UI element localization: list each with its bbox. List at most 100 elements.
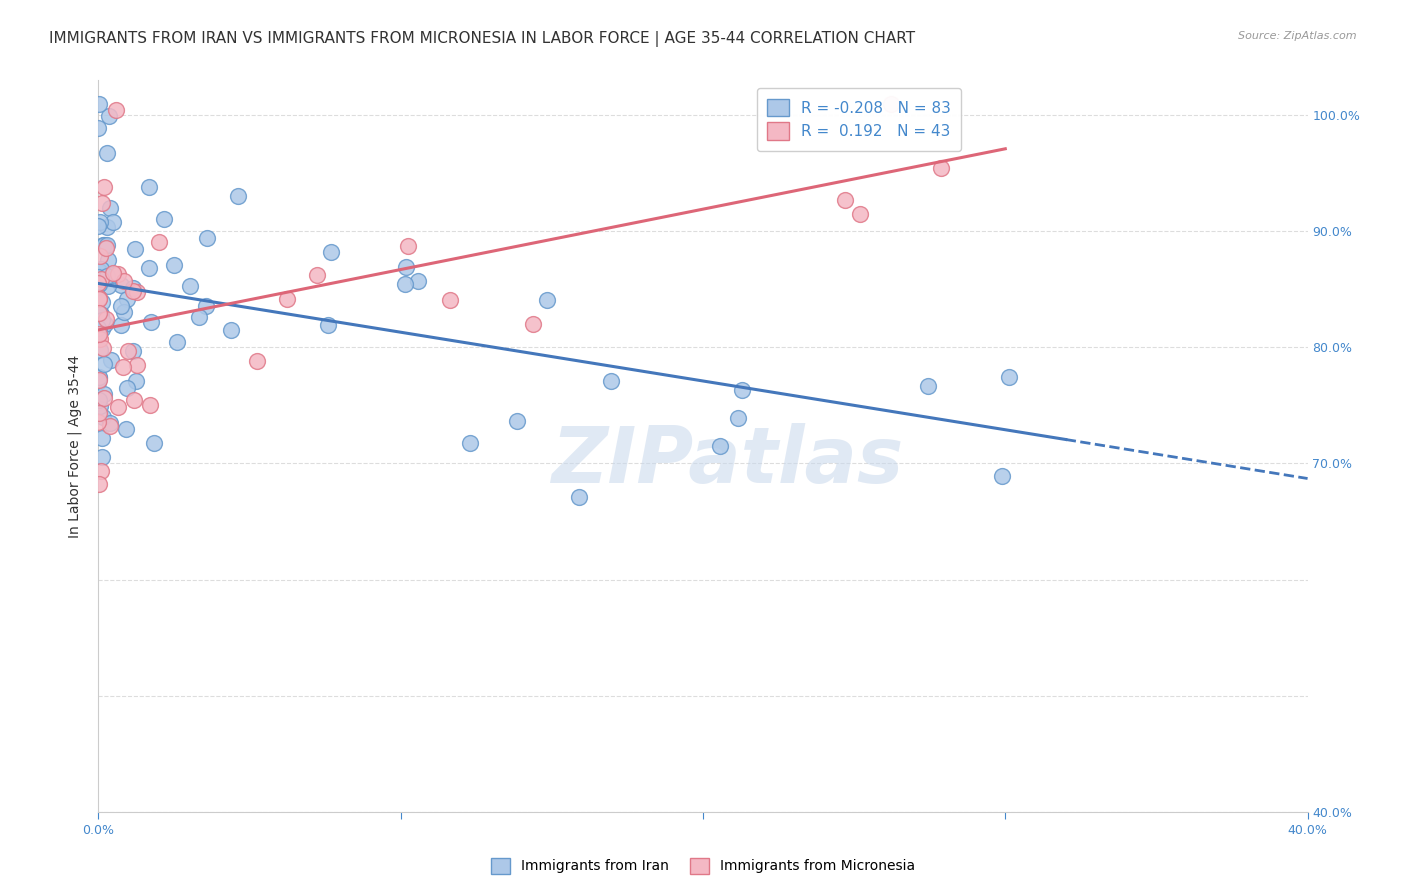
Point [110, 277, 132, 292]
Point [321, 244, 343, 259]
Point [568, 490, 591, 504]
Point [112, 359, 135, 374]
Point [87, 415, 110, 429]
Point [91, 195, 114, 210]
Point [91, 295, 114, 310]
Point [97, 278, 120, 293]
Point [87, 270, 110, 285]
Point [98, 418, 121, 433]
Point [89, 248, 111, 262]
Point [276, 292, 298, 306]
Point [125, 358, 148, 372]
Point [90, 464, 112, 478]
Point [406, 274, 429, 288]
Legend: Immigrants from Iran, Immigrants from Micronesia: Immigrants from Iran, Immigrants from Mi… [484, 851, 922, 880]
Point [117, 344, 139, 359]
Point [87, 219, 110, 234]
Point [125, 285, 148, 299]
Point [600, 374, 623, 388]
Point [96, 237, 118, 252]
Point [122, 284, 145, 298]
Point [536, 293, 558, 308]
Point [91, 238, 114, 252]
Point [97, 109, 120, 123]
Point [91, 312, 114, 326]
Point [94, 311, 117, 326]
Point [89, 324, 111, 338]
Legend: R = -0.208   N = 83, R =  0.192   N = 43: R = -0.208 N = 83, R = 0.192 N = 43 [756, 88, 962, 151]
Point [731, 384, 754, 398]
Point [318, 318, 340, 332]
Point [153, 212, 176, 227]
Point [396, 239, 419, 253]
Point [104, 103, 127, 117]
Point [142, 436, 165, 450]
Point [148, 235, 170, 249]
Y-axis label: In Labor Force | Age 35-44: In Labor Force | Age 35-44 [67, 354, 83, 538]
Point [87, 406, 110, 420]
Point [87, 393, 110, 408]
Point [458, 435, 481, 450]
Point [880, 96, 903, 111]
Point [122, 393, 145, 408]
Point [991, 469, 1014, 483]
Point [93, 179, 115, 194]
Point [93, 238, 115, 252]
Point [110, 299, 132, 313]
Point [219, 323, 242, 337]
Point [439, 293, 461, 307]
Point [91, 321, 114, 335]
Text: IMMIGRANTS FROM IRAN VS IMMIGRANTS FROM MICRONESIA IN LABOR FORCE | AGE 35-44 CO: IMMIGRANTS FROM IRAN VS IMMIGRANTS FROM … [49, 31, 915, 47]
Point [87, 96, 110, 111]
Point [90, 307, 112, 321]
Point [163, 258, 186, 272]
Point [395, 260, 418, 274]
Point [997, 370, 1019, 384]
Point [228, 189, 250, 203]
Point [505, 413, 527, 427]
Point [115, 422, 138, 436]
Point [89, 326, 111, 341]
Point [115, 381, 138, 395]
Point [97, 253, 120, 268]
Point [107, 267, 129, 281]
Point [112, 304, 135, 318]
Point [91, 431, 114, 445]
Point [139, 314, 162, 328]
Point [93, 342, 115, 356]
Point [96, 241, 118, 255]
Point [112, 274, 135, 288]
Point [87, 476, 110, 491]
Point [93, 317, 115, 331]
Point [522, 317, 544, 331]
Point [124, 242, 146, 256]
Point [89, 343, 111, 358]
Point [834, 193, 856, 207]
Point [87, 291, 110, 305]
Point [96, 268, 118, 283]
Point [96, 146, 118, 161]
Point [87, 375, 110, 389]
Point [93, 357, 115, 371]
Point [91, 409, 114, 424]
Point [87, 264, 110, 278]
Point [179, 279, 201, 293]
Point [87, 321, 110, 335]
Point [107, 401, 129, 415]
Point [188, 310, 211, 324]
Point [90, 272, 112, 286]
Point [138, 261, 160, 276]
Point [246, 354, 269, 368]
Point [195, 231, 218, 245]
Point [122, 343, 145, 358]
Point [100, 353, 122, 368]
Point [87, 121, 110, 136]
Point [117, 292, 139, 306]
Point [100, 416, 122, 430]
Point [103, 215, 125, 229]
Point [91, 450, 114, 464]
Point [87, 290, 110, 304]
Point [89, 399, 111, 413]
Point [195, 299, 218, 313]
Point [87, 276, 110, 290]
